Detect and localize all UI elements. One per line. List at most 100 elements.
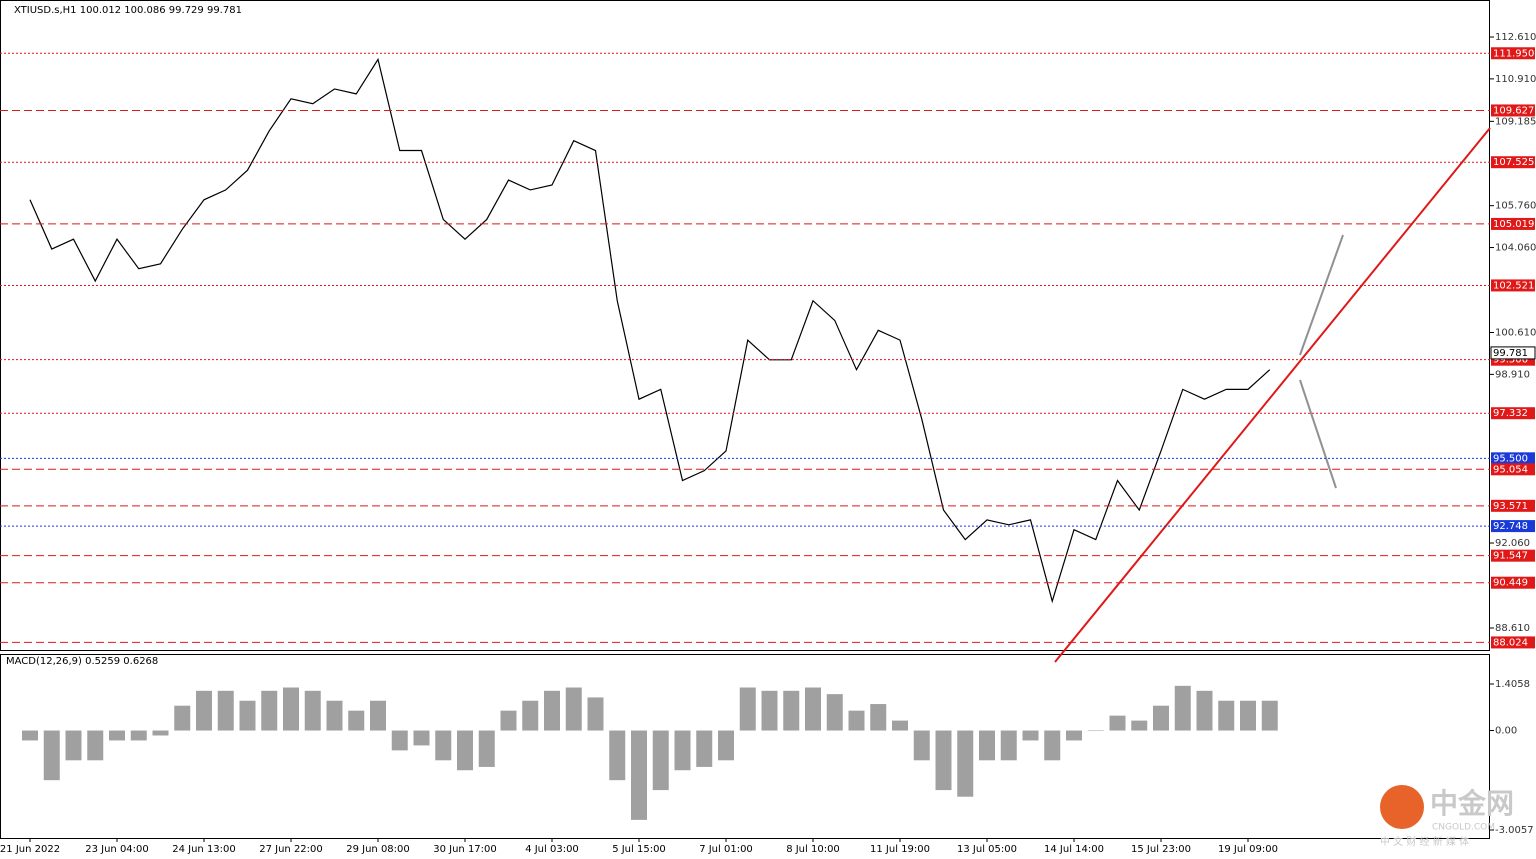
macd-bar xyxy=(674,730,691,771)
y-tick-label: 109.185 xyxy=(1495,116,1536,127)
macd-bar xyxy=(478,730,495,767)
current-price-label: 99.781 xyxy=(1493,348,1528,359)
x-tick-label: 14 Jul 14:00 xyxy=(1044,844,1104,855)
price-line xyxy=(29,57,1271,604)
level-label: 88.024 xyxy=(1493,637,1528,648)
level-label: 92.748 xyxy=(1493,521,1528,532)
macd-bar xyxy=(1240,700,1256,731)
level-tag xyxy=(1491,576,1535,589)
macd-bar xyxy=(913,730,930,761)
macd-bar xyxy=(544,690,560,731)
macd-bar xyxy=(1218,700,1235,731)
macd-bar xyxy=(522,700,539,731)
watermark-slogan: 中 文 财 经 新 媒 体 xyxy=(1380,835,1469,848)
level-tag xyxy=(1491,499,1535,512)
level-tag xyxy=(1491,463,1535,476)
level-tag xyxy=(1491,549,1535,562)
macd-bar xyxy=(848,710,865,731)
macd-bar xyxy=(304,690,321,731)
y-tick-label: 0.00 xyxy=(1495,726,1517,737)
x-tick-label: 29 Jun 08:00 xyxy=(346,844,410,855)
current-price-tag xyxy=(1490,346,1536,360)
macd-bar xyxy=(1174,685,1191,731)
x-tick-label: 24 Jun 13:00 xyxy=(172,844,236,855)
macd-bar xyxy=(1261,700,1278,731)
y-tick-label: 1.4058 xyxy=(1495,679,1530,690)
x-tick-label: 27 Jun 22:00 xyxy=(259,844,323,855)
macd-bar xyxy=(826,694,843,731)
macd-bar xyxy=(1109,715,1126,731)
x-tick-label: 19 Jul 09:00 xyxy=(1218,844,1278,855)
macd-bar xyxy=(783,690,800,731)
level-label: 95.500 xyxy=(1493,453,1528,464)
level-label: 91.547 xyxy=(1493,551,1528,562)
level-tag xyxy=(1491,452,1535,465)
macd-bar xyxy=(979,730,995,761)
level-tag xyxy=(1491,636,1535,649)
level-tag xyxy=(1491,156,1535,169)
y-tick-label: 104.060 xyxy=(1495,243,1536,254)
macd-bar xyxy=(1131,720,1148,731)
y-tick-label: 100.610 xyxy=(1495,327,1536,338)
macd-bar xyxy=(435,730,452,761)
macd-bar xyxy=(348,710,365,731)
macd-bar xyxy=(1022,730,1039,741)
macd-panel xyxy=(0,654,1490,839)
macd-bar xyxy=(631,730,647,820)
level-tag xyxy=(1491,279,1535,292)
y-tick-label: 105.760 xyxy=(1495,201,1536,212)
y-tick-label: -3.0057 xyxy=(1495,825,1534,836)
watermark-site: CNGOLD.COM xyxy=(1432,823,1495,833)
macd-bar xyxy=(43,730,60,781)
watermark-brand: 中金网 xyxy=(1430,787,1514,820)
x-tick-label: 21 Jun 2022 xyxy=(0,844,60,855)
macd-bar xyxy=(565,687,582,731)
level-tag xyxy=(1491,217,1535,230)
macd-bar xyxy=(892,720,908,731)
level-label: 109.627 xyxy=(1493,105,1534,116)
macd-bar xyxy=(326,700,343,731)
macd-header: MACD(12,26,9) 0.5259 0.6268 xyxy=(6,656,158,667)
macd-bar xyxy=(174,705,191,731)
macd-bar xyxy=(1087,730,1104,732)
arrow-up xyxy=(1299,234,1344,356)
y-tick-label: 110.910 xyxy=(1495,74,1536,85)
x-tick-label: 23 Jun 04:00 xyxy=(85,844,149,855)
macd-bar xyxy=(870,704,887,731)
macd-bar xyxy=(1066,730,1082,741)
y-tick-label: 88.610 xyxy=(1495,623,1530,634)
x-tick-label: 11 Jul 19:00 xyxy=(870,844,930,855)
macd-bar xyxy=(457,730,473,771)
macd-bar xyxy=(152,730,169,736)
macd-bar xyxy=(935,730,952,791)
level-tag xyxy=(1491,104,1535,117)
macd-bar xyxy=(609,730,626,781)
macd-bar xyxy=(413,730,430,746)
y-tick-label: 98.910 xyxy=(1495,369,1530,380)
macd-bar xyxy=(196,690,212,731)
level-label: 102.521 xyxy=(1493,280,1534,291)
x-tick-label: 7 Jul 01:00 xyxy=(699,844,753,855)
x-tick-label: 8 Jul 10:00 xyxy=(786,844,840,855)
macd-bar xyxy=(652,730,669,791)
x-tick-label: 5 Jul 15:00 xyxy=(612,844,666,855)
level-tag xyxy=(1491,47,1535,60)
x-tick-label: 13 Jul 05:00 xyxy=(957,844,1017,855)
x-tick-label: 15 Jul 23:00 xyxy=(1131,844,1191,855)
macd-bar xyxy=(739,687,756,731)
macd-bar xyxy=(718,730,734,761)
macd-bar xyxy=(500,710,517,731)
macd-bar xyxy=(1153,705,1169,731)
macd-bar xyxy=(696,730,713,767)
level-label: 99.506 xyxy=(1493,355,1528,366)
macd-bar xyxy=(239,700,256,731)
arrow-down xyxy=(1299,379,1337,489)
price-panel xyxy=(0,0,1490,651)
macd-bar xyxy=(761,690,778,731)
level-label: 107.525 xyxy=(1493,157,1534,168)
macd-bar xyxy=(283,687,299,731)
macd-bar xyxy=(109,730,125,741)
macd-bar xyxy=(217,690,234,731)
level-label: 93.571 xyxy=(1493,501,1528,512)
macd-bar xyxy=(22,730,38,741)
